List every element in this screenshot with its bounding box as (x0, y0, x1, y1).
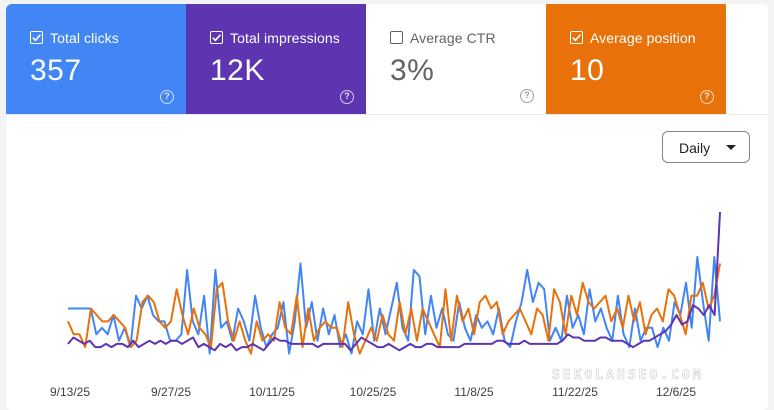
x-tick-label: 11/8/25 (454, 385, 493, 399)
metric-label: Average CTR (410, 30, 496, 46)
metric-label: Total impressions (230, 30, 340, 46)
watermark: SEKOLAHSEO.COM (552, 368, 704, 384)
metric-label: Total clicks (50, 30, 119, 46)
series-line-0 (68, 256, 721, 355)
x-tick-label: 10/25/25 (350, 385, 397, 399)
checkbox-checked-icon[interactable] (30, 31, 43, 44)
divider (6, 114, 768, 115)
x-tick-label: 10/11/25 (249, 385, 295, 399)
performance-card: Total clicks 357 ? Total impressions 12K… (6, 4, 768, 410)
granularity-label: Daily (679, 140, 711, 156)
series-line-2 (67, 211, 721, 352)
series-line-1 (67, 263, 721, 355)
help-icon[interactable]: ? (340, 90, 354, 104)
x-tick-label: 9/13/25 (50, 385, 90, 399)
checkbox-unchecked-icon[interactable] (390, 31, 403, 44)
metric-tiles: Total clicks 357 ? Total impressions 12K… (6, 4, 726, 115)
x-tick-label: 11/22/25 (552, 385, 598, 399)
metric-value: 357 (30, 54, 82, 87)
metric-tile-total-impressions[interactable]: Total impressions 12K ? (186, 4, 366, 115)
metric-value: 10 (570, 54, 605, 87)
metric-value: 3% (390, 54, 435, 87)
metric-label: Average position (590, 30, 696, 46)
help-icon[interactable]: ? (520, 89, 534, 103)
metric-tile-average-position[interactable]: Average position 10 ? (546, 4, 726, 115)
metric-value: 12K (210, 54, 265, 87)
checkbox-checked-icon[interactable] (210, 31, 223, 44)
x-tick-label: 9/27/25 (151, 385, 191, 399)
help-icon[interactable]: ? (700, 90, 714, 104)
checkbox-checked-icon[interactable] (570, 31, 583, 44)
granularity-dropdown[interactable]: Daily (662, 131, 750, 163)
performance-chart: 9/13/25 9/27/25 10/11/25 10/25/25 11/8/25 11/… (50, 211, 721, 399)
caret-down-icon (726, 145, 736, 150)
x-tick-label: 12/6/25 (656, 385, 696, 399)
help-icon[interactable]: ? (160, 90, 174, 104)
metric-tile-total-clicks[interactable]: Total clicks 357 ? (6, 4, 186, 115)
metric-tile-average-ctr[interactable]: Average CTR 3% ? (366, 4, 546, 115)
